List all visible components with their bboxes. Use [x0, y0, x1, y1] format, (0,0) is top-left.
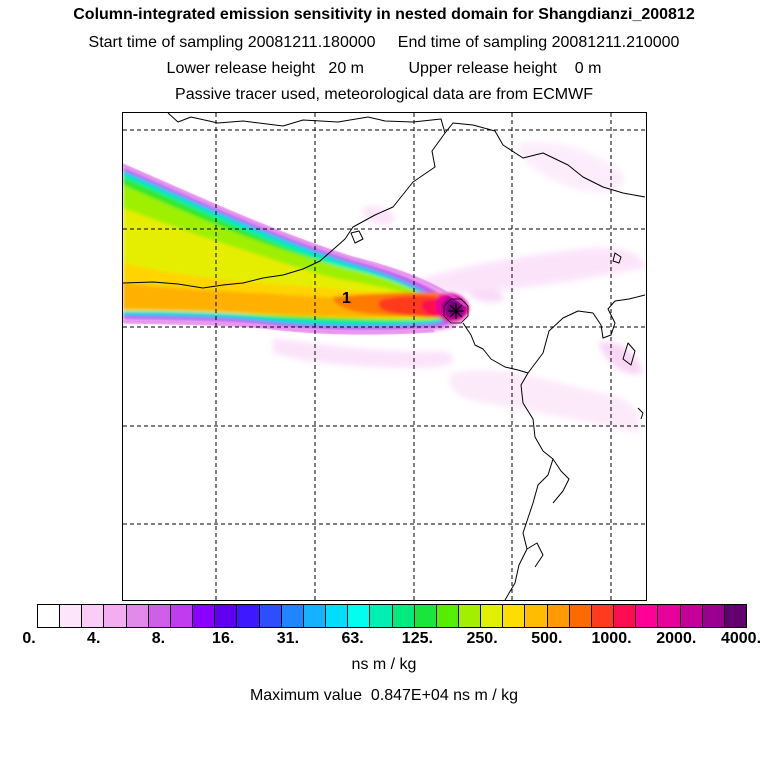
- colorbar-swatch: [546, 605, 569, 627]
- colorbar-swatch: [103, 605, 126, 627]
- colorbar-tick-label: 4.: [87, 630, 101, 647]
- colorbar-swatch: [236, 605, 259, 627]
- map-svg: 1: [123, 113, 646, 600]
- colorbar-swatch: [59, 605, 82, 627]
- data-source-note: Passive tracer used, meteorological data…: [175, 86, 593, 103]
- colorbar-swatch: [125, 605, 148, 627]
- colorbar-swatch: [347, 605, 370, 627]
- colorbar-swatch: [502, 605, 525, 627]
- colorbar-swatch: [81, 605, 104, 627]
- colorbar-tick-label: 4000.: [720, 630, 762, 647]
- colorbar-tick-label: 0.: [22, 630, 36, 647]
- sampling-times: Start time of sampling 20081211.180000 E…: [88, 34, 680, 51]
- colorbar-tick-label: 2000.: [656, 630, 697, 647]
- colorbar-swatch: [590, 605, 614, 627]
- colorbar-swatch: [613, 605, 636, 627]
- colorbar-swatch: [679, 605, 702, 627]
- colorbar-swatch: [524, 605, 547, 627]
- colorbar-swatch: [657, 605, 680, 627]
- colorbar: [37, 604, 747, 628]
- colorbar-tick-label: 1000.: [591, 630, 632, 647]
- colorbar-swatch: [147, 605, 170, 627]
- colorbar-swatch: [391, 605, 414, 627]
- lat-lon-grid: [123, 113, 646, 600]
- release-heights: Lower release height 20 m Upper release …: [166, 60, 602, 77]
- colorbar-swatch: [635, 605, 658, 627]
- colorbar-swatch: [568, 605, 591, 627]
- colorbar-swatch: [192, 605, 215, 627]
- colorbar-tick-label: 125.: [401, 630, 433, 647]
- colorbar-swatch: [214, 605, 237, 627]
- colorbar-swatch: [38, 605, 60, 627]
- colorbar-swatch: [258, 605, 281, 627]
- asterisk-icon: [448, 303, 464, 319]
- colorbar-swatch: [480, 605, 503, 627]
- emission-plume: [123, 165, 470, 334]
- colorbar-swatch: [325, 605, 348, 627]
- coastlines: [123, 113, 646, 600]
- colorbar-swatch: [169, 605, 193, 627]
- colorbar-tick-labels: 0. 4. 8. 16. 31. 63. 125. 250. 500. 1000. 2000. 400…: [0, 630, 768, 650]
- colorbar-swatch: [413, 605, 436, 627]
- plot-title: Column-integrated emission sensitivity i…: [73, 6, 695, 23]
- colorbar-units: ns m / kg: [351, 656, 417, 673]
- colorbar-swatch: [435, 605, 458, 627]
- colorbar-tick-label: 8.: [151, 630, 166, 647]
- colorbar-tick-label: 500.: [531, 630, 563, 647]
- colorbar-tick-label: 31.: [276, 630, 300, 647]
- colorbar-tick-label: 16.: [212, 630, 235, 647]
- maximum-value: Maximum value 0.847E+04 ns m / kg: [249, 687, 519, 704]
- receptor-octagon: [443, 298, 469, 324]
- colorbar-swatch: [280, 605, 303, 627]
- colorbar-swatch: [457, 605, 481, 627]
- release-number-label: 1: [342, 290, 351, 307]
- colorbar-tick-label: 250.: [466, 630, 498, 647]
- colorbar-swatch: [369, 605, 392, 627]
- colorbar-swatch: [302, 605, 326, 627]
- colorbar-tick-label: 63.: [341, 630, 364, 647]
- map-panel: 1: [122, 112, 647, 601]
- colorbar-swatch: [701, 605, 724, 627]
- colorbar-swatch: [723, 605, 746, 627]
